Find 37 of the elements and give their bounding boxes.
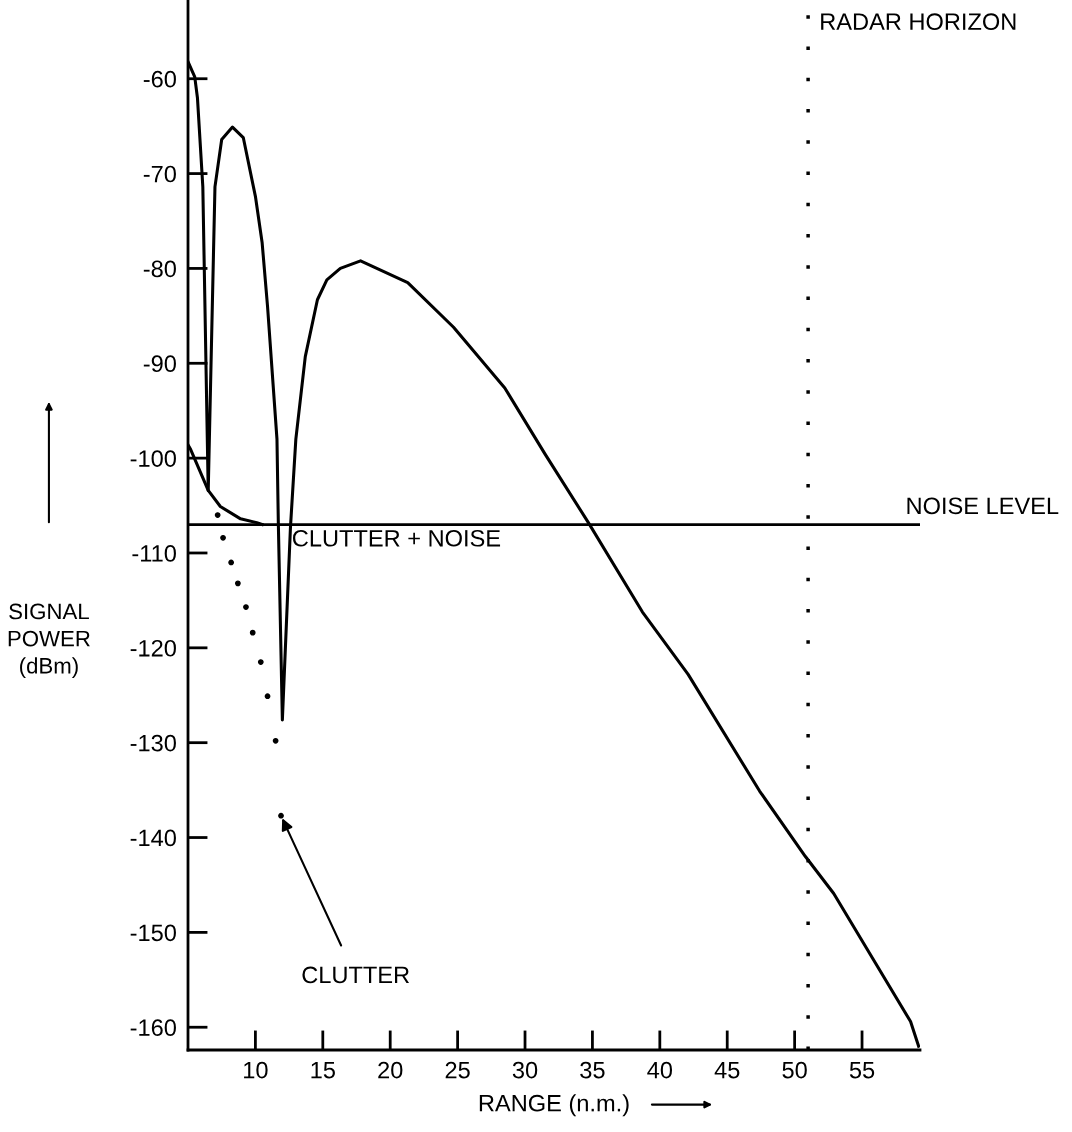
y-tick-label: -160 [130, 1019, 176, 1037]
y-tick-label: -70 [143, 165, 176, 183]
y-tick-label: -60 [143, 70, 176, 88]
ref-line-label: NOISE LEVEL [907, 497, 1059, 515]
y-tick-label: -130 [130, 734, 176, 752]
annotation: CLUTTER + NOISE [293, 529, 501, 547]
point [234, 580, 241, 587]
y-tick-label: -150 [130, 924, 176, 942]
x-tick-label: 40 [647, 1061, 673, 1079]
y-tick-label: -110 [132, 545, 176, 562]
x-axis-title: RANGE (n.m.) [479, 1094, 629, 1117]
point [278, 812, 284, 819]
point [243, 604, 249, 610]
x-tick-label: 35 [580, 1061, 605, 1079]
x-tick-label: 20 [378, 1061, 403, 1079]
y-tick-label: -120 [130, 639, 176, 657]
x-tick-label: 50 [782, 1061, 807, 1079]
x-tick-label: 10 [244, 1061, 268, 1079]
ref-line-label: RADAR HORIZON [821, 13, 1016, 31]
annotation: CLUTTER [302, 966, 410, 984]
y-tick-label: -90 [143, 355, 176, 373]
y-tick-label: -100 [130, 450, 176, 467]
x-tick-label: 55 [849, 1061, 875, 1079]
y-axis-title: SIGNAL POWER (dBm) [8, 603, 90, 678]
point [272, 737, 279, 744]
point [228, 559, 235, 566]
point [264, 693, 271, 700]
x-tick-label: 30 [512, 1061, 538, 1079]
point [214, 512, 221, 518]
x-tick-label: 45 [714, 1061, 740, 1079]
x-tick-label: 15 [311, 1061, 335, 1079]
point [220, 534, 226, 541]
y-tick-label: -140 [130, 829, 176, 847]
y-tick-label: -80 [143, 260, 176, 278]
x-tick-label: 25 [445, 1061, 470, 1079]
point [249, 629, 256, 636]
point [257, 659, 264, 665]
